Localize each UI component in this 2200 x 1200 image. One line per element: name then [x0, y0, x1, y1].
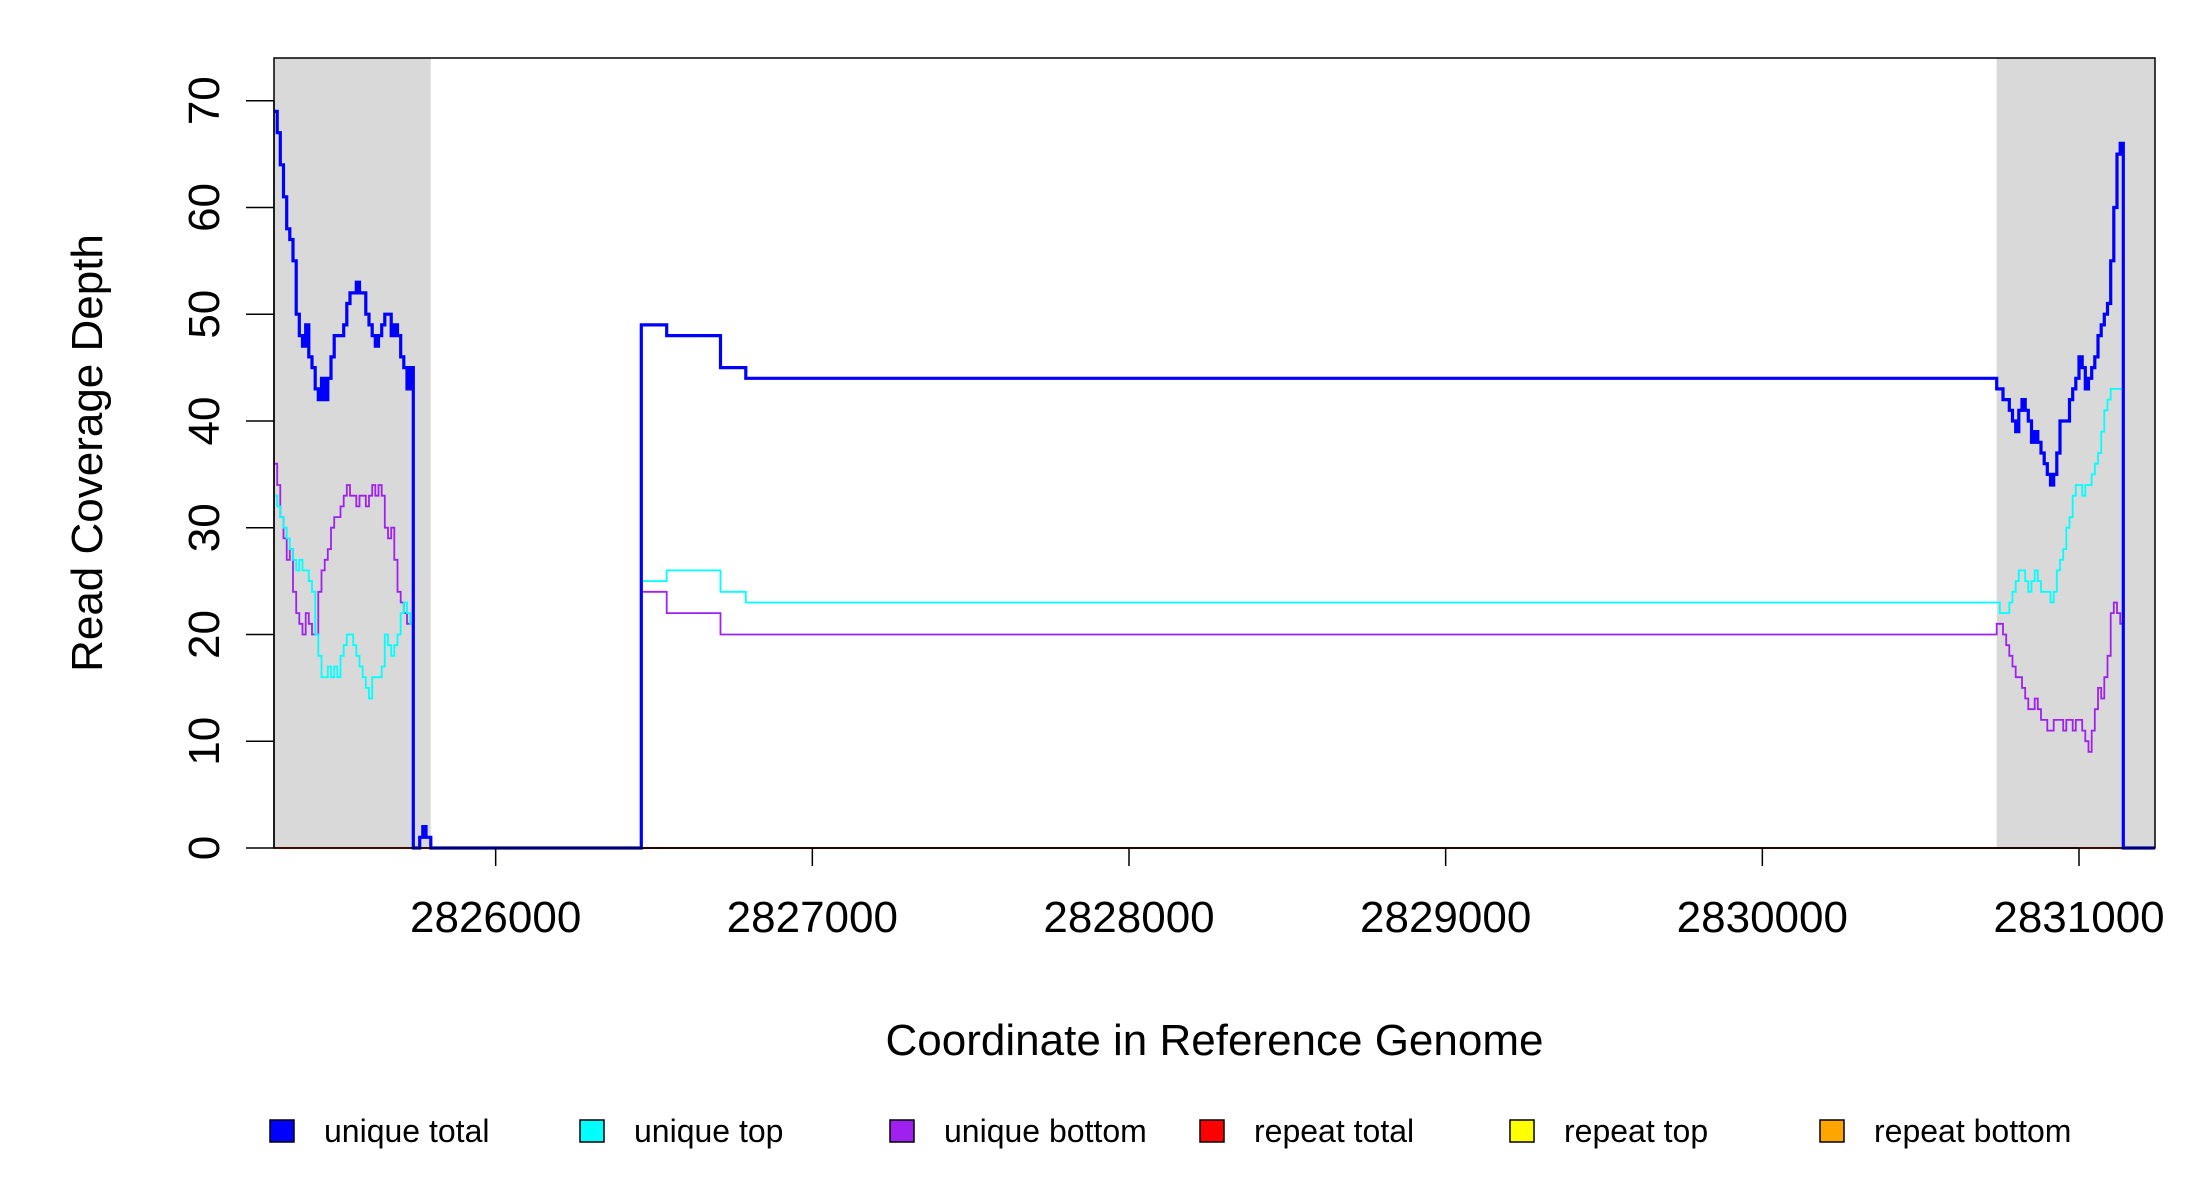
y-tick-label: 60: [180, 183, 229, 232]
x-tick-label: 2831000: [1993, 893, 2164, 942]
legend: unique total unique top unique bottom repea…: [269, 1113, 2071, 1149]
legend-label: repeat total: [1254, 1113, 1414, 1149]
legend-swatch-repeat-bottom: [1819, 1119, 1845, 1143]
legend-label: unique top: [634, 1113, 783, 1149]
x-tick-label: 2827000: [727, 893, 898, 942]
y-tick-label: 10: [180, 717, 229, 766]
y-tick-label: 40: [180, 396, 229, 445]
x-tick-label: 2830000: [1677, 893, 1848, 942]
y-tick-label: 30: [180, 503, 229, 552]
legend-label: repeat bottom: [1874, 1113, 2071, 1149]
y-tick-label: 0: [180, 836, 229, 860]
legend-swatch-unique-top: [579, 1119, 605, 1143]
legend-swatch-unique-total: [269, 1119, 295, 1143]
legend-label: unique total: [324, 1113, 489, 1149]
legend-swatch-repeat-total: [1199, 1119, 1225, 1143]
shaded-region-1: [274, 58, 431, 848]
legend-label: repeat top: [1564, 1113, 1708, 1149]
x-tick-label: 2826000: [410, 893, 581, 942]
x-axis-title: Coordinate in Reference Genome: [886, 1016, 1544, 1065]
series-line-unique-total: [274, 109, 2155, 850]
y-axis-title: Read Coverage Depth: [63, 234, 112, 672]
legend-label: unique bottom: [944, 1113, 1147, 1149]
x-tick-label: 2829000: [1360, 893, 1531, 942]
legend-swatch-unique-bottom: [889, 1119, 915, 1143]
x-axis: 2826000 2827000 2828000 2829000 2830000 28310…: [410, 847, 2165, 942]
shaded-regions: [274, 58, 2155, 848]
x-tick-label: 2828000: [1043, 893, 1214, 942]
legend-swatch-repeat-top: [1509, 1119, 1535, 1143]
y-axis: 0 10 20 30 40 50 60 70: [180, 76, 275, 860]
y-tick-label: 70: [180, 76, 229, 125]
y-tick-label: 20: [180, 610, 229, 659]
shaded-region-2: [1996, 58, 2155, 848]
y-tick-label: 50: [180, 290, 229, 339]
